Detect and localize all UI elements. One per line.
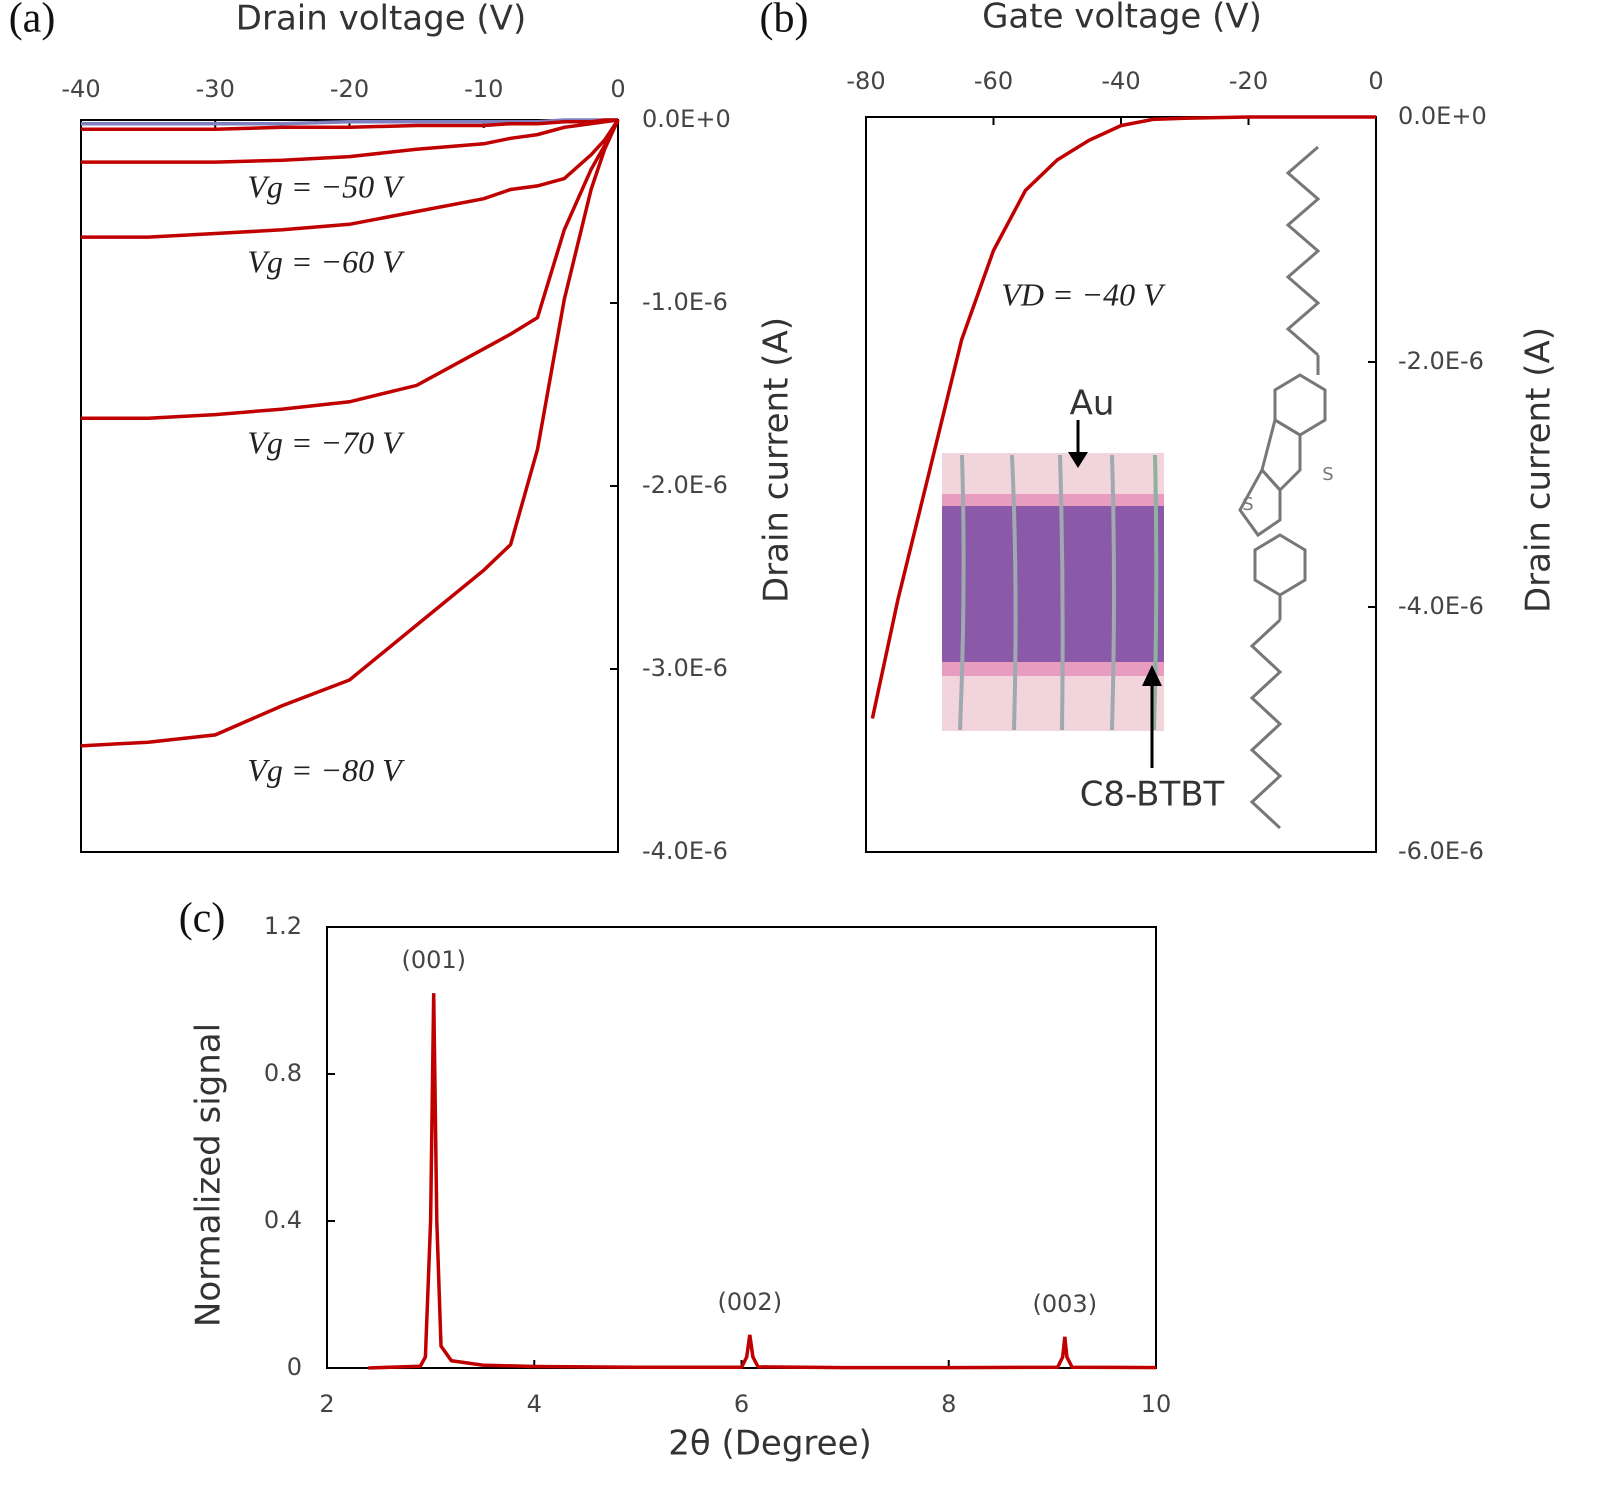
data-line: [870, 115, 1376, 719]
series-label: VD = −40 V: [1001, 276, 1166, 312]
y-tick-label: 0.8: [264, 1059, 302, 1087]
panel-label: (a): [9, 0, 56, 42]
y-tick-label: 1.2: [264, 912, 302, 940]
series-label: Vg = −70 V: [247, 425, 405, 461]
x-axis-title: Drain voltage (V): [236, 0, 526, 39]
y-axis-title: Normalized signal: [189, 1023, 229, 1327]
data-line: [368, 993, 1157, 1370]
y-tick-label: 0.0E+0: [1398, 102, 1487, 130]
x-tick-label: -20: [1229, 67, 1268, 95]
y-tick-label: -4.0E-6: [642, 837, 728, 865]
x-tick-label: 0: [1368, 67, 1383, 95]
data-line: [81, 119, 620, 421]
y-tick-label: -6.0E-6: [1398, 837, 1484, 865]
series-label: Vg = −60 V: [247, 243, 405, 279]
y-tick-label: -3.0E-6: [642, 654, 728, 682]
x-tick-label: -10: [464, 75, 503, 103]
alkyl-chain: [1249, 618, 1283, 830]
y-tick-label: -4.0E-6: [1398, 592, 1484, 620]
x-tick-label: 6: [734, 1390, 749, 1418]
edge: [942, 494, 1164, 508]
data-line: [81, 118, 618, 126]
peak-label: (003): [1033, 1290, 1098, 1318]
data-line: [81, 118, 618, 131]
data-line: [81, 118, 619, 164]
x-tick-label: -40: [61, 75, 100, 103]
x-tick-label: 8: [941, 1390, 956, 1418]
edge: [942, 660, 1164, 676]
x-tick-label: -20: [330, 75, 369, 103]
alkyl-chain: [1285, 145, 1321, 357]
series-label: Vg = −50 V: [247, 168, 405, 204]
series-label: Vg = −80 V: [247, 752, 405, 788]
x-tick-label: 10: [1141, 1390, 1172, 1418]
x-axis-title: Gate voltage (V): [982, 0, 1262, 37]
y-tick-label: -1.0E-6: [642, 288, 728, 316]
arrowhead: [1068, 452, 1088, 468]
peak-label: (002): [718, 1288, 783, 1316]
inset-label: Au: [1070, 384, 1115, 424]
x-tick-label: 4: [527, 1390, 542, 1418]
data-line: [81, 119, 620, 239]
y-tick-label: -2.0E-6: [1398, 347, 1484, 375]
y-tick-label: 0.0E+0: [642, 105, 731, 133]
panel-label: (c): [179, 896, 226, 942]
inset-photo: Au C8-BTBT: [942, 384, 1225, 815]
y-tick-label: -2.0E-6: [642, 471, 728, 499]
y-axis-title: Drain current (A): [757, 317, 797, 603]
inset-label: C8-BTBT: [1080, 775, 1225, 815]
panel-label: (b): [760, 0, 809, 42]
y-tick-label: 0.4: [264, 1206, 302, 1234]
atom-label: S: [1322, 464, 1333, 485]
data-line: [80, 119, 620, 748]
peak-label: (001): [401, 946, 466, 974]
arrowhead: [1142, 665, 1162, 686]
y-axis-title: Drain current (A): [1519, 327, 1559, 613]
atom-label: S: [1242, 494, 1253, 515]
y-tick-label: 0: [287, 1353, 302, 1381]
channel: [942, 506, 1164, 662]
x-tick-label: -40: [1101, 67, 1140, 95]
x-tick-label: -60: [974, 67, 1013, 95]
x-tick-label: 2: [319, 1390, 334, 1418]
crystal-lines: [958, 454, 1159, 731]
molecule: [1238, 355, 1327, 620]
x-axis-title: 2θ (Degree): [668, 1424, 872, 1464]
x-tick-label: -80: [846, 67, 885, 95]
x-tick-label: -30: [196, 75, 235, 103]
x-tick-label: 0: [610, 75, 625, 103]
